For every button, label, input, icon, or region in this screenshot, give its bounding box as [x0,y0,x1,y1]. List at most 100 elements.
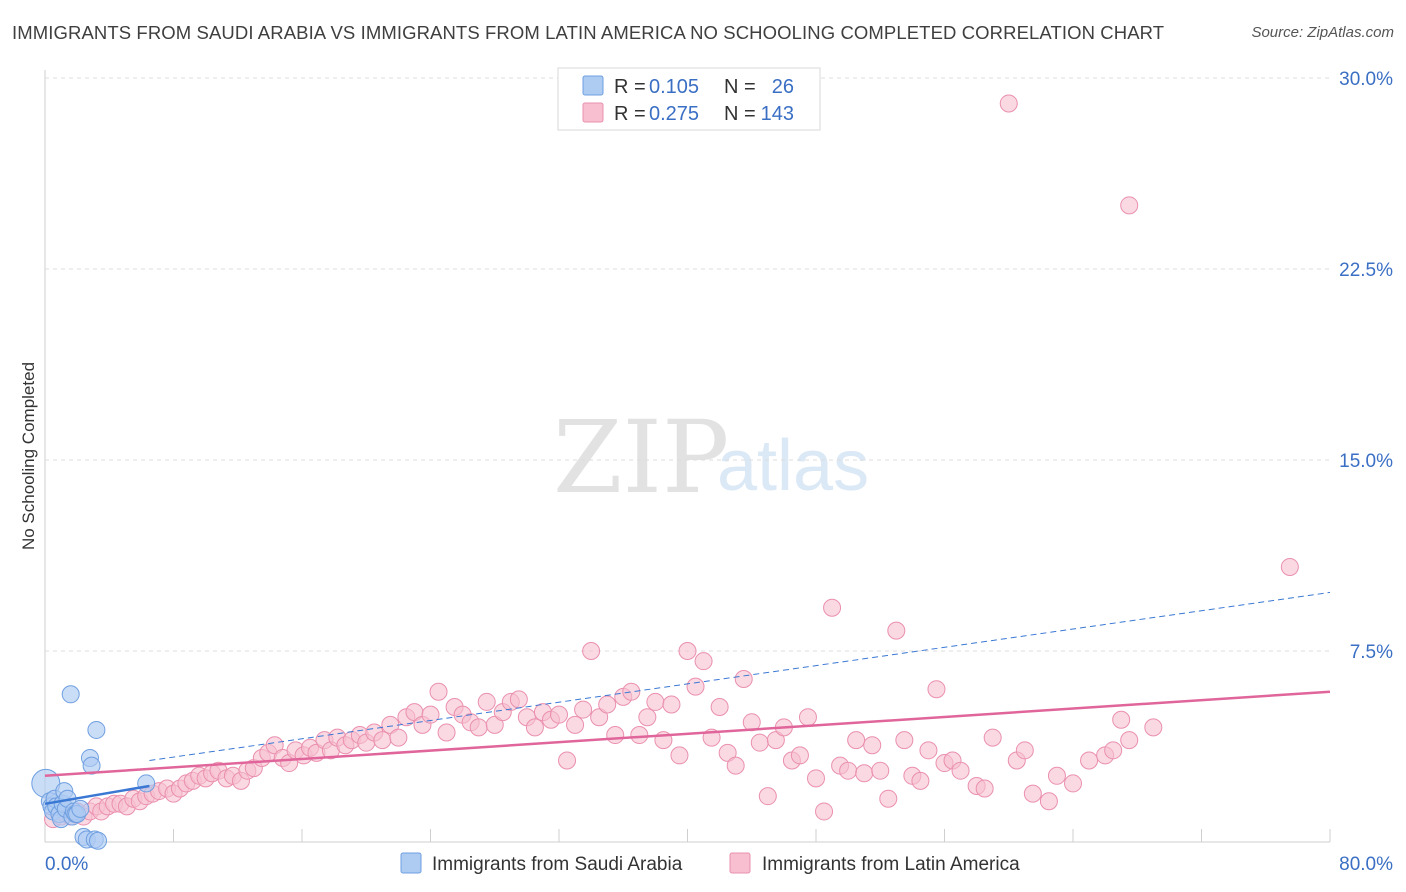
latin-point [879,789,898,808]
saudi-point [87,720,106,739]
latin-point [590,708,609,727]
latin-point [999,94,1018,113]
latin-point [927,680,946,699]
x-ticks [44,829,1331,842]
latin-point [734,670,753,689]
latin-point [983,728,1002,747]
latin-point [373,731,392,750]
latin-point [1015,741,1034,760]
latin-point [766,731,785,750]
latin-point [919,741,938,760]
chart-title: IMMIGRANTS FROM SAUDI ARABIA VS IMMIGRAN… [12,22,1165,43]
stats-r-label-saudi: R = [614,76,646,98]
latin-point [911,771,930,790]
latin-point [566,715,585,734]
latin-point [1064,774,1082,793]
watermark-zip: ZIP [553,399,729,516]
latin-point [839,761,858,780]
latin-point [823,598,842,617]
latin-point [574,700,593,719]
legend: Immigrants from Saudi Arabia Immigrants … [400,852,1020,875]
latin-point [1080,751,1099,770]
y-tick-label: 7.5% [1350,642,1393,663]
latin-point [807,769,825,788]
saudi-point [61,685,80,704]
latin-point [975,779,994,798]
latin-trend-line [44,690,1331,778]
latin-point [1280,557,1299,576]
legend-label-saudi: Immigrants from Saudi Arabia [432,854,683,875]
latin-point [630,726,649,745]
latin-point [815,802,834,821]
latin-point [598,695,617,714]
latin-point [469,718,488,737]
latin-point [678,642,697,660]
latin-point [790,746,809,765]
latin-point [1104,741,1123,760]
y-tick-label: 22.5% [1339,260,1393,281]
latin-point [421,705,440,724]
latin-point [265,736,284,755]
latin-point [758,787,777,806]
latin-point [389,728,408,747]
latin-point [1047,766,1066,785]
latin-point [1144,718,1163,737]
latin-point [895,731,914,750]
latin-point [509,690,528,709]
watermark: ZIP atlas [553,399,869,516]
latin-point [525,718,544,737]
latin-point [871,761,890,780]
latin-point [694,652,713,671]
gridlines [45,77,1330,652]
latin-point [638,708,657,727]
stats-n-label-saudi: N = [724,76,756,98]
y-tick-label: 30.0% [1339,69,1393,90]
latin-point [750,733,769,752]
source-credit: Source: ZipAtlas.com [1251,24,1394,41]
saudi-point [82,756,101,775]
y-axis-title: No Schooling Completed [19,362,38,550]
latin-point [558,751,577,770]
latin-point [550,705,568,724]
latin-point [718,743,737,762]
saudi-point [89,831,108,850]
latin-point [662,695,681,714]
latin-point [1039,792,1058,811]
stats-r-value-saudi: 0.105 [649,76,699,98]
saudi-trend-line [44,784,150,806]
latin-point [606,726,625,745]
trend-lines [44,591,1331,806]
stats-box: R = 0.105 N = 26 R = 0.275 N = 143 [557,67,821,131]
latin-point [863,736,882,755]
x-tick-label-max: 80.0% [1339,854,1393,875]
latin-point [582,642,601,660]
latin-point [437,723,456,742]
latin-point [1120,731,1139,750]
legend-swatch-latin [729,852,751,874]
legend-label-latin: Immigrants from Latin America [762,854,1020,875]
latin-point [686,677,705,696]
y-tick-labels: 7.5% 15.0% 22.5% 30.0% [1339,69,1393,663]
x-tick-label-min: 0.0% [45,854,88,875]
stats-r-label-latin: R = [614,103,646,125]
stats-n-value-saudi: 26 [772,76,794,98]
latin-point [798,708,817,727]
stats-n-label-latin: N = [724,103,756,125]
latin-point [646,692,665,711]
latin-point [622,682,641,701]
stats-r-value-latin: 0.275 [649,103,699,125]
latin-point [485,715,504,734]
latin-point [847,731,866,750]
latin-point [1120,196,1139,215]
latin-point [726,756,745,775]
latin-point [429,682,448,701]
saudi-point [137,774,156,793]
stats-swatch-latin [582,102,604,123]
latin-point [1023,784,1042,803]
latin-point [477,692,496,711]
stats-n-value-latin: 143 [761,103,794,125]
saudi-point [71,799,90,818]
latin-point [951,761,970,780]
latin-point [670,746,689,765]
